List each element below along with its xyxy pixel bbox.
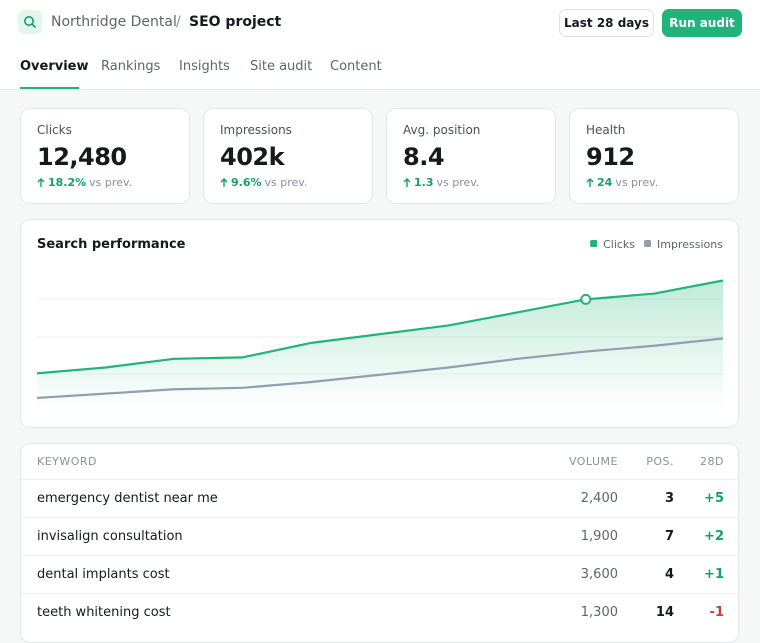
keyword: dental implants cost: [37, 567, 170, 582]
column-header: KEYWORD: [37, 455, 98, 468]
kpi-value: 912: [586, 143, 635, 171]
area: [37, 280, 723, 411]
table-row[interactable]: invisalign consultation 1,900 7 +2: [21, 517, 738, 555]
delta-suffix: vs prev.: [264, 176, 308, 189]
line: [36, 279, 724, 375]
tab[interactable]: Content: [330, 59, 382, 74]
kpi-delta: 24 vs prev.: [586, 176, 658, 189]
change: +1: [704, 567, 724, 582]
chart-card: Search performance Impressions Clicks: [20, 219, 739, 428]
table-row[interactable]: teeth whitening cost 1,300 14 -1: [21, 593, 738, 631]
volume: 1,900: [580, 529, 618, 544]
keyword: emergency dentist near me: [37, 491, 218, 506]
change: +5: [704, 491, 724, 506]
kpi-card: Health 912 24 vs prev.: [569, 108, 739, 204]
kpi-label: Clicks: [37, 123, 72, 137]
separator: /: [176, 14, 181, 30]
change: +2: [704, 529, 724, 544]
up-arrow: [220, 177, 228, 187]
kpi-delta: 18.2% vs prev.: [37, 176, 132, 189]
delta-value: 24: [597, 176, 613, 189]
keyword: teeth whitening cost: [37, 605, 171, 620]
delta-suffix: vs prev.: [436, 176, 480, 189]
kpi-value: 12,480: [37, 143, 127, 171]
chart-title: Search performance: [37, 237, 186, 252]
date-range-button[interactable]: Last 28 days: [559, 9, 654, 37]
chart: Search performance Impressions Clicks: [36, 237, 724, 411]
position: 4: [664, 567, 674, 582]
position: 7: [664, 529, 674, 544]
kpi-label: Health: [586, 123, 626, 137]
kpi-value: 402k: [220, 143, 285, 171]
kpi-delta: 1.3 vs prev.: [403, 176, 479, 189]
column-header: VOLUME: [568, 455, 618, 468]
tab[interactable]: Overview: [20, 59, 89, 74]
kpi-label: Impressions: [220, 123, 292, 137]
highlight-point: [580, 293, 592, 305]
tab[interactable]: Rankings: [101, 59, 161, 74]
search-icon[interactable]: [18, 10, 42, 34]
keyword-table: KEYWORD VOLUME POS. 28D emergency dentist ne…: [20, 443, 739, 643]
icon: [24, 16, 36, 28]
table-row[interactable]: dental implants cost 3,600 4 +1: [21, 555, 738, 593]
delta-value: 18.2%: [48, 176, 87, 189]
kpi-value: 8.4: [403, 143, 445, 171]
kpi-card: Avg. position 8.4 1.3 vs prev.: [386, 108, 556, 204]
delta-suffix: vs prev.: [615, 176, 659, 189]
header: Northridge Dental / SEO project Last 28 …: [0, 0, 760, 90]
page-title: SEO project: [189, 14, 282, 30]
up-arrow: [37, 177, 45, 187]
run-audit-button[interactable]: Run audit: [662, 9, 742, 37]
legend-label: Impressions: [657, 238, 723, 251]
tab[interactable]: Insights: [179, 59, 230, 74]
legend-swatch: [644, 240, 652, 247]
keyword: invisalign consultation: [37, 529, 183, 544]
kpi-label: Avg. position: [403, 123, 481, 137]
kpi-delta: 9.6% vs prev.: [220, 176, 307, 189]
delta-value: 1.3: [414, 176, 434, 189]
table-row[interactable]: emergency dentist near me 2,400 3 +5: [21, 479, 738, 517]
line: [36, 337, 724, 400]
volume: 2,400: [580, 491, 618, 506]
position: 14: [655, 605, 674, 620]
active-tab-indicator: [20, 87, 79, 89]
tab[interactable]: Site audit: [250, 59, 313, 74]
position: 3: [664, 491, 674, 506]
kpi-card: Clicks 12,480 18.2% vs prev.: [20, 108, 190, 204]
column-header: POS.: [646, 455, 674, 468]
change: -1: [709, 605, 724, 620]
legend-swatch: [590, 240, 598, 247]
legend-label: Clicks: [603, 238, 635, 251]
up-arrow: [586, 177, 594, 187]
kpi-card: Impressions 402k 9.6% vs prev.: [203, 108, 373, 204]
delta-value: 9.6%: [231, 176, 262, 189]
delta-suffix: vs prev.: [89, 176, 133, 189]
volume: 1,300: [580, 605, 618, 620]
volume: 3,600: [580, 567, 618, 582]
up-arrow: [403, 177, 411, 187]
breadcrumb[interactable]: Northridge Dental: [51, 14, 177, 30]
column-header: 28D: [700, 455, 724, 468]
